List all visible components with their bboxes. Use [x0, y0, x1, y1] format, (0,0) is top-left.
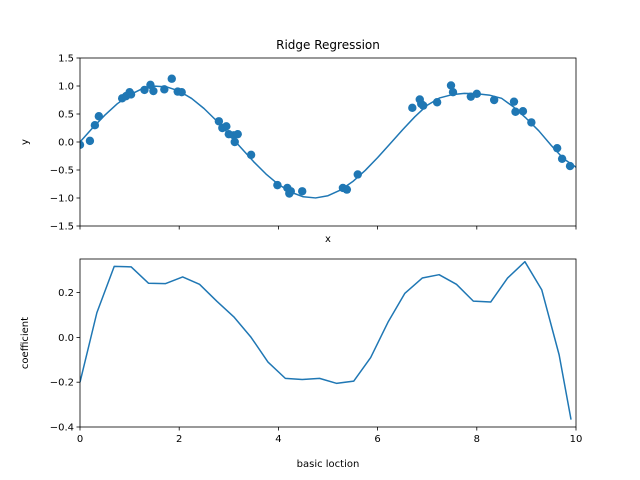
- bottom-axes-frame: [79, 258, 577, 428]
- ridge-fit-line: [80, 85, 576, 199]
- bottom-x-tick-label: 6: [374, 434, 380, 445]
- bottom-series-group: [80, 260, 572, 420]
- top-x-axis-label: x: [325, 234, 331, 245]
- bottom-y-tick-label: 0.0: [58, 333, 74, 344]
- coefficient-panel: 0 2 4 6 8 10 −0.4 −0.2 0.0 0.2 basic loction coe…: [20, 258, 583, 470]
- bottom-y-tick-label: −0.4: [50, 423, 74, 434]
- data-point: [233, 129, 242, 139]
- bottom-x-tick-label: 2: [176, 434, 182, 445]
- bottom-x-tick-label: 4: [275, 434, 281, 445]
- data-point: [557, 154, 567, 163]
- top-y-tick-label: 1.5: [58, 54, 74, 65]
- data-point: [298, 187, 307, 196]
- top-y-tick-label: −1.0: [50, 194, 74, 205]
- bottom-x-tick-label: 10: [570, 434, 583, 445]
- data-point: [273, 180, 282, 190]
- data-point: [149, 86, 158, 96]
- top-y-axis-label: y: [20, 139, 31, 145]
- bottom-y-axis-label: coefficient: [20, 317, 31, 369]
- ridge-regression-panel: Ridge Regression −1.5 −1.0 −0.5 0.0 0.5 1.0 1.…: [20, 38, 577, 245]
- bottom-x-tick-label: 0: [77, 434, 83, 445]
- bottom-y-ticks: −0.4 −0.2 0.0 0.2: [50, 288, 80, 434]
- top-y-tick-label: 0.5: [58, 110, 74, 121]
- bottom-y-tick-label: 0.2: [58, 288, 74, 299]
- data-point: [353, 170, 362, 179]
- data-point: [342, 185, 352, 194]
- top-y-ticks: −1.5 −1.0 −0.5 0.0 0.5 1.0 1.5: [50, 54, 80, 233]
- top-y-tick-label: −1.5: [50, 222, 74, 233]
- data-point: [408, 103, 417, 113]
- top-y-tick-label: 1.0: [58, 82, 74, 93]
- data-point: [167, 74, 176, 83]
- bottom-x-ticks: 0 2 4 6 8 10: [77, 427, 583, 445]
- data-point: [446, 81, 456, 90]
- top-y-tick-label: −0.5: [50, 166, 74, 177]
- data-point: [518, 107, 528, 116]
- data-point: [214, 117, 224, 126]
- bottom-plot-area: [80, 260, 572, 420]
- top-x-ticks: [79, 226, 577, 230]
- top-plot-area: [80, 74, 576, 199]
- bottom-x-axis-label: basic loction: [297, 459, 360, 470]
- data-point: [509, 97, 519, 106]
- coefficient-line: [80, 260, 572, 420]
- data-point: [80, 140, 85, 149]
- top-y-tick-label: 0.0: [58, 138, 74, 149]
- bottom-x-tick-label: 8: [474, 434, 480, 445]
- bottom-y-tick-label: −0.2: [50, 378, 74, 389]
- top-chart-title: Ridge Regression: [276, 38, 380, 52]
- data-point: [85, 136, 95, 146]
- top-series-group: [80, 74, 576, 199]
- data-point: [489, 95, 499, 105]
